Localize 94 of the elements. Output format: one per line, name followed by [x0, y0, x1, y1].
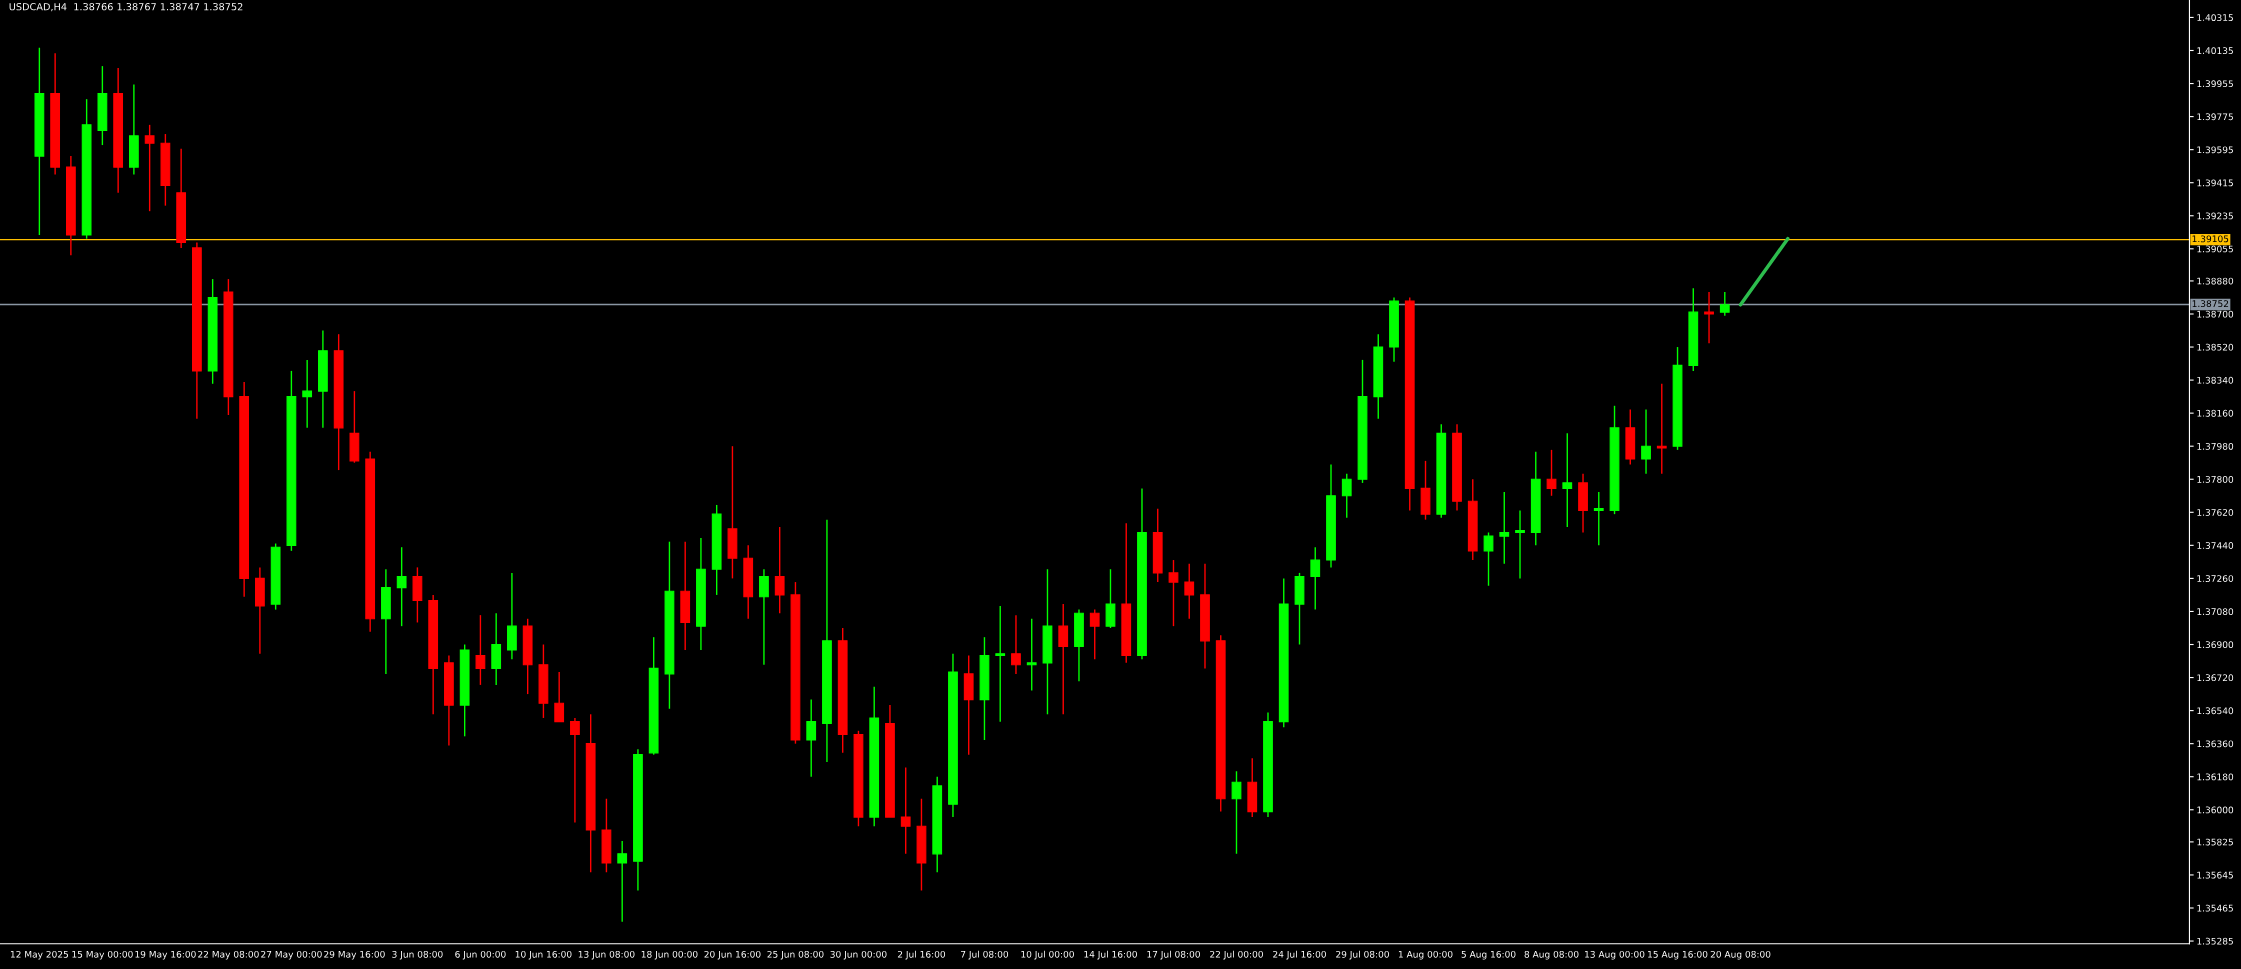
- y-tick-label: 1.37080: [2197, 608, 2234, 616]
- x-tick-label: 17 Jul 08:00: [1147, 950, 1200, 960]
- candlestick: [1704, 291, 1714, 345]
- y-tick-label: 1.37260: [2197, 575, 2234, 582]
- y-tick-label: 1.39595: [2197, 146, 2233, 154]
- y-tick-label: 1.37440: [2197, 542, 2234, 549]
- y-tick-label: 1.38880: [2197, 277, 2234, 285]
- candlestick: [1593, 491, 1604, 547]
- candlestick: [1656, 383, 1667, 475]
- x-tick-label: 7 Jul 08:00: [961, 950, 1009, 960]
- candlestick: [302, 359, 313, 429]
- y-tick-label: 1.36000: [2197, 806, 2234, 814]
- y-tick-label: 1.39235: [2197, 212, 2233, 220]
- x-tick-label: 13 Aug 00:00: [1585, 950, 1645, 960]
- x-tick-label: 10 Jun 16:00: [515, 950, 572, 960]
- x-tick-label: 20 Aug 08:00: [1710, 950, 1771, 960]
- candlestick: [617, 840, 628, 923]
- x-tick-label: 6 Jun 00:00: [455, 950, 506, 960]
- y-tick-label: 1.36720: [2197, 674, 2234, 682]
- candlestick: [806, 698, 817, 778]
- x-tick-label: 22 Jul 00:00: [1210, 950, 1263, 960]
- candlestick: [1499, 491, 1510, 565]
- x-tick-label: 20 Jun 16:00: [704, 950, 761, 960]
- candlestick: [1546, 449, 1557, 497]
- y-tick-label: 1.35645: [2197, 871, 2233, 879]
- x-tick-label: 24 Jul 16:00: [1273, 950, 1326, 960]
- candlestick: [774, 526, 785, 614]
- chart-title: USDCAD,H4 1.38766 1.38767 1.38747 1.38752: [9, 3, 243, 12]
- candlestick: [144, 124, 155, 212]
- x-tick-label: 10 Jul 00:00: [1021, 950, 1074, 960]
- x-tick-label: 12 May 2025: [10, 950, 69, 960]
- y-tick-label: 1.37800: [2197, 475, 2234, 483]
- x-tick-label: 30 Jun 00:00: [830, 950, 887, 960]
- y-tick-label: 1.38700: [2197, 310, 2234, 318]
- candlestick: [1058, 603, 1069, 715]
- y-tick-label: 1.39055: [2197, 245, 2233, 253]
- candlestick: [1515, 509, 1525, 580]
- candlestick: [1641, 408, 1651, 475]
- candlestick: [759, 568, 769, 666]
- candlestick: [1341, 473, 1352, 519]
- candlestick: [1562, 432, 1573, 528]
- candlestick: [491, 612, 502, 686]
- y-tick-label: 1.39955: [2197, 80, 2233, 88]
- ref-line-label: 1.38752: [2192, 300, 2229, 308]
- candlestick: [1089, 608, 1100, 660]
- candlestick: [507, 572, 517, 660]
- x-tick-label: 22 May 08:00: [198, 950, 259, 960]
- candlestick: [1026, 618, 1037, 692]
- candlestick: [995, 605, 1006, 723]
- candlestick: [396, 546, 407, 627]
- candlestick: [1310, 546, 1321, 611]
- candlestick: [475, 614, 486, 686]
- y-tick-label: 1.38520: [2197, 343, 2234, 351]
- candlestick: [570, 717, 580, 824]
- x-tick-label: 2 Jul 16:00: [897, 950, 946, 960]
- y-tick-label: 1.35465: [2197, 904, 2233, 912]
- candlestick: [1168, 559, 1179, 627]
- candlestick: [1184, 563, 1195, 620]
- y-tick-label: 1.35825: [2197, 838, 2233, 846]
- y-tick-label: 1.39775: [2197, 113, 2233, 121]
- x-tick-label: 3 Jun 08:00: [392, 950, 443, 960]
- y-tick-label: 1.35285: [2197, 937, 2233, 945]
- y-tick-label: 1.40315: [2197, 14, 2233, 21]
- y-tick-label: 1.36180: [2197, 773, 2234, 781]
- y-tick-label: 1.37980: [2197, 442, 2234, 450]
- y-tick-label: 1.40135: [2197, 47, 2233, 55]
- x-tick-label: 27 May 00:00: [261, 950, 322, 960]
- y-tick-label: 1.37620: [2197, 509, 2234, 516]
- candlestick: [412, 566, 423, 624]
- x-tick-label: 8 Aug 08:00: [1524, 950, 1579, 960]
- y-tick-label: 1.36540: [2197, 707, 2234, 715]
- x-tick-label: 29 Jul 08:00: [1336, 950, 1389, 960]
- ref-line-label: 1.39105: [2192, 235, 2229, 243]
- x-tick-label: 14 Jul 16:00: [1084, 950, 1137, 960]
- y-tick-label: 1.36900: [2197, 641, 2234, 649]
- candlestick: [900, 766, 911, 855]
- candlestick: [554, 671, 565, 723]
- x-tick-label: 15 May 00:00: [72, 950, 133, 960]
- x-tick-label: 19 May 16:00: [135, 950, 196, 960]
- candlestick: [1105, 568, 1116, 629]
- x-tick-label: 18 Jun 00:00: [641, 950, 698, 960]
- x-tick-label: 15 Aug 16:00: [1648, 950, 1708, 960]
- x-tick-label: 25 Jun 08:00: [767, 950, 824, 960]
- y-tick-label: 1.36360: [2197, 740, 2234, 748]
- candlestick: [1011, 614, 1021, 675]
- x-tick-label: 1 Aug 00:00: [1398, 950, 1453, 960]
- x-tick-label: 13 Jun 08:00: [578, 950, 635, 960]
- x-tick-label: 5 Aug 16:00: [1461, 950, 1516, 960]
- y-tick-label: 1.38160: [2197, 409, 2234, 417]
- y-tick-label: 1.38340: [2197, 376, 2234, 384]
- candlestick: [1719, 291, 1730, 317]
- x-tick-label: 29 May 16:00: [324, 950, 385, 960]
- candlestick: [1483, 531, 1494, 587]
- y-tick-label: 1.39415: [2197, 179, 2233, 187]
